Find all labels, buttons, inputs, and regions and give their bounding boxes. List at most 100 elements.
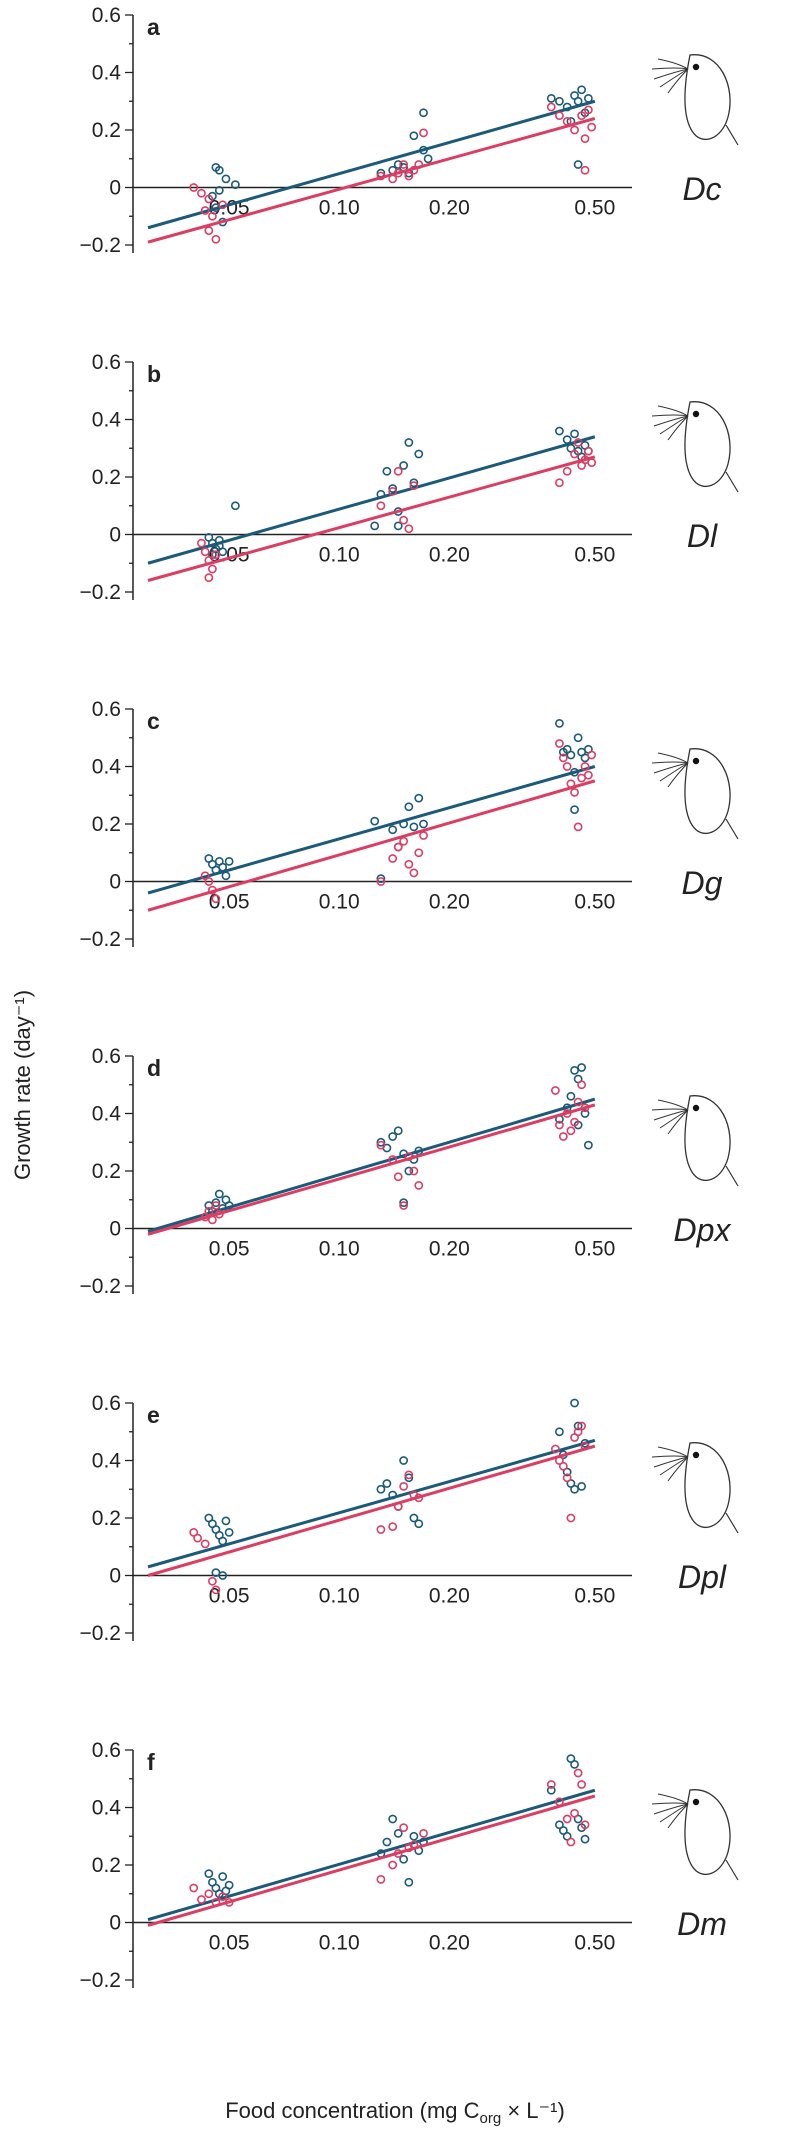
data-point [404, 171, 414, 181]
data-point [388, 484, 398, 493]
x-tick-label: 0.20 [429, 891, 470, 914]
data-point [204, 1869, 214, 1879]
daphnia-eye [692, 410, 700, 418]
daphnia-body [684, 1095, 731, 1182]
data-point [388, 1522, 398, 1532]
data-point [204, 1889, 214, 1899]
daphnia-icon [651, 748, 739, 840]
daphnia-antenna [651, 1802, 689, 1805]
y-tick-label: 0.2 [92, 1160, 121, 1183]
daphnia-eye [692, 1451, 700, 1459]
x-tick-label: 0.10 [319, 1585, 360, 1608]
daphnia-eye [692, 63, 700, 71]
x-tick-label: 0.10 [319, 891, 360, 914]
data-point [577, 1080, 587, 1090]
data-point [580, 762, 590, 771]
x-tick-label: 0.50 [574, 197, 615, 220]
series-blue [147, 1398, 596, 1580]
daphnia-antenna [657, 405, 689, 417]
data-point [583, 770, 593, 780]
data-point [409, 1513, 419, 1523]
daphnia-antenna [659, 762, 689, 782]
data-point [583, 1140, 593, 1150]
data-point [573, 733, 583, 743]
panel-label: d [147, 1055, 161, 1081]
daphnia-antenna [653, 1803, 689, 1815]
data-point [399, 836, 409, 846]
data-point [370, 521, 380, 531]
data-point [566, 1513, 576, 1523]
data-point [562, 1473, 572, 1483]
data-point [211, 234, 221, 244]
daphnia-body [684, 401, 731, 488]
daphnia-antenna [651, 1455, 689, 1458]
data-point [388, 1860, 398, 1870]
data-point [376, 501, 386, 511]
data-point [399, 515, 409, 525]
data-point [376, 1874, 386, 1884]
y-tick-label: 0.6 [92, 4, 121, 27]
data-point [382, 1837, 392, 1847]
data-point [409, 1831, 419, 1841]
data-point [393, 521, 403, 531]
y-tick-label: 0.4 [92, 62, 122, 85]
data-point [211, 1201, 221, 1210]
data-point [562, 1814, 572, 1824]
data-point [587, 458, 597, 468]
data-point [577, 111, 587, 121]
data-point [404, 1473, 414, 1483]
daphnia-antenna [659, 1456, 689, 1476]
x-tick-label: 0.20 [429, 1238, 470, 1261]
daphnia-spine [725, 124, 739, 146]
y-axis-label: Growth rate (day⁻¹) [10, 990, 35, 1180]
data-point [393, 1126, 403, 1136]
species-label: Dm [677, 1906, 727, 1942]
y-tick-label: 0 [109, 1218, 121, 1241]
data-point [550, 1444, 560, 1454]
data-point [577, 1481, 587, 1491]
data-point [404, 524, 414, 534]
fit-line [147, 779, 596, 912]
panel-label: a [147, 14, 160, 40]
data-point [230, 180, 240, 190]
panel-e: −0.2 0 0.2 0.4 0.6 0.05 0.10 0.20 0.50 e Dpl [80, 1392, 739, 1645]
data-point [193, 1533, 203, 1543]
data-point [566, 1837, 576, 1847]
data-point [546, 93, 556, 103]
data-point [197, 188, 206, 198]
y-tick-label: 0.4 [92, 1797, 122, 1820]
y-tick-label: 0 [109, 871, 121, 894]
data-point [376, 1525, 386, 1534]
data-point [218, 1892, 228, 1902]
y-tick-label: −0.2 [80, 581, 121, 604]
fit-line [147, 117, 596, 244]
data-point [221, 1516, 231, 1526]
data-point [555, 718, 564, 728]
data-point [200, 547, 210, 557]
data-point [211, 1585, 221, 1595]
y-tick-label: 0.6 [92, 698, 121, 721]
data-point [562, 466, 572, 476]
x-axis-label: Food concentration (mg Corg × L⁻¹) [225, 2098, 565, 2127]
daphnia-antenna [651, 1108, 689, 1111]
data-point [562, 762, 572, 771]
daphnia-body [684, 748, 731, 835]
x-tick-label: 0.20 [429, 1932, 470, 1955]
daphnia-antenna [653, 415, 689, 427]
data-point [562, 435, 572, 445]
data-point [570, 125, 579, 135]
daphnia-antenna [667, 1456, 689, 1482]
x-tick-label: 0.50 [574, 1932, 615, 1955]
daphnia-antenna [657, 1793, 689, 1805]
data-point [388, 825, 398, 835]
fit-line [147, 1788, 596, 1922]
x-axis-label-post: × L⁻¹) [501, 2098, 565, 2123]
panel-label: e [147, 1402, 160, 1428]
data-point [414, 793, 424, 803]
data-point [573, 1097, 583, 1107]
data-point [218, 1872, 228, 1881]
species-label: Dpx [674, 1212, 732, 1248]
data-point [399, 1481, 409, 1491]
